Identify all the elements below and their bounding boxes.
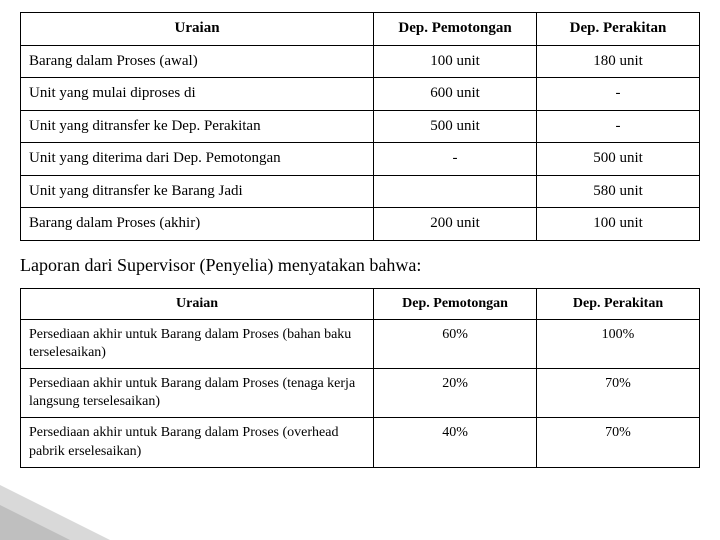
cell-perakitan: 100% [537,319,700,368]
table-row: Unit yang ditransfer ke Barang Jadi 580 … [21,175,700,208]
cell-perakitan: 100 unit [537,208,700,241]
cell-perakitan: 500 unit [537,143,700,176]
cell-pemotongan: 500 unit [374,110,537,143]
cell-uraian: Unit yang ditransfer ke Barang Jadi [21,175,374,208]
table-row: Persediaan akhir untuk Barang dalam Pros… [21,418,700,467]
cell-perakitan: - [537,110,700,143]
col-header-perakitan: Dep. Perakitan [537,13,700,46]
cell-pemotongan: 600 unit [374,78,537,111]
col-header-uraian: Uraian [21,288,374,319]
table-row: Persediaan akhir untuk Barang dalam Pros… [21,319,700,368]
cell-perakitan: 70% [537,418,700,467]
cell-pemotongan: 20% [374,369,537,418]
cell-pemotongan [374,175,537,208]
decorative-corner-inner [0,505,70,540]
cell-perakitan: 580 unit [537,175,700,208]
completion-table: Uraian Dep. Pemotongan Dep. Perakitan Pe… [20,288,700,468]
cell-uraian: Unit yang ditransfer ke Dep. Perakitan [21,110,374,143]
table-row: Barang dalam Proses (akhir) 200 unit 100… [21,208,700,241]
cell-uraian: Barang dalam Proses (awal) [21,45,374,78]
table-header-row: Uraian Dep. Pemotongan Dep. Perakitan [21,288,700,319]
cell-pemotongan: 40% [374,418,537,467]
col-header-pemotongan: Dep. Pemotongan [374,13,537,46]
cell-uraian: Barang dalam Proses (akhir) [21,208,374,241]
cell-uraian: Persediaan akhir untuk Barang dalam Pros… [21,369,374,418]
supervisor-note: Laporan dari Supervisor (Penyelia) menya… [20,255,700,276]
cell-perakitan: 70% [537,369,700,418]
units-table: Uraian Dep. Pemotongan Dep. Perakitan Ba… [20,12,700,241]
col-header-pemotongan: Dep. Pemotongan [374,288,537,319]
cell-pemotongan: - [374,143,537,176]
cell-pemotongan: 100 unit [374,45,537,78]
cell-perakitan: 180 unit [537,45,700,78]
cell-uraian: Persediaan akhir untuk Barang dalam Pros… [21,418,374,467]
cell-pemotongan: 60% [374,319,537,368]
table-row: Persediaan akhir untuk Barang dalam Pros… [21,369,700,418]
col-header-uraian: Uraian [21,13,374,46]
table-row: Unit yang ditransfer ke Dep. Perakitan 5… [21,110,700,143]
cell-uraian: Unit yang diterima dari Dep. Pemotongan [21,143,374,176]
col-header-perakitan: Dep. Perakitan [537,288,700,319]
cell-uraian: Unit yang mulai diproses di [21,78,374,111]
table-header-row: Uraian Dep. Pemotongan Dep. Perakitan [21,13,700,46]
table-row: Unit yang diterima dari Dep. Pemotongan … [21,143,700,176]
table-row: Unit yang mulai diproses di 600 unit - [21,78,700,111]
cell-perakitan: - [537,78,700,111]
cell-uraian: Persediaan akhir untuk Barang dalam Pros… [21,319,374,368]
cell-pemotongan: 200 unit [374,208,537,241]
table-row: Barang dalam Proses (awal) 100 unit 180 … [21,45,700,78]
